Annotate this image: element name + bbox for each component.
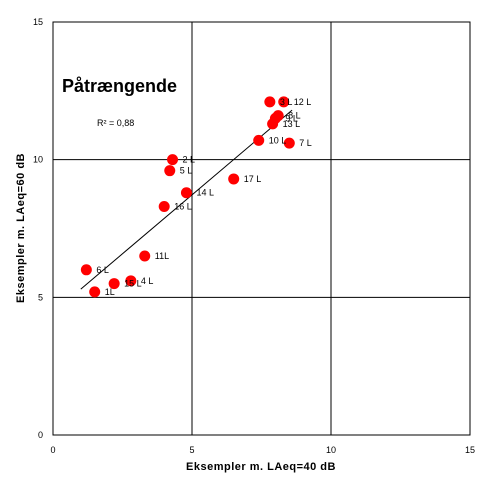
- data-point: [125, 275, 137, 287]
- y-tick-label: 5: [38, 292, 43, 302]
- data-point: [139, 250, 151, 262]
- y-tick-label: 0: [38, 430, 43, 440]
- data-points: [80, 96, 295, 298]
- x-tick-label: 5: [189, 445, 194, 455]
- y-axis-title: Eksempler m. LAeq=60 dB: [15, 153, 27, 303]
- point-label: 6 L: [96, 265, 109, 275]
- data-point: [264, 96, 276, 108]
- chart-title: Påtrængende: [62, 76, 177, 96]
- point-label: 12 L: [294, 97, 312, 107]
- data-point: [167, 154, 179, 166]
- point-label: 2 L: [183, 155, 196, 165]
- plot-area: [52, 21, 471, 436]
- data-point: [80, 264, 92, 276]
- data-point: [228, 173, 240, 185]
- point-label: 8 L: [288, 111, 301, 121]
- data-point: [108, 278, 120, 290]
- point-label: 16 L: [174, 201, 192, 211]
- point-label: 4 L: [141, 276, 154, 286]
- y-tick-label: 10: [33, 155, 43, 165]
- point-label: 11L: [155, 251, 169, 261]
- point-label: 14 L: [196, 188, 214, 198]
- x-tick-label: 15: [465, 445, 475, 455]
- data-point: [158, 200, 170, 212]
- data-point: [278, 96, 290, 108]
- point-label: 7 L: [299, 138, 312, 148]
- point-label: 5 L: [180, 166, 193, 176]
- data-point: [89, 286, 101, 298]
- data-point: [180, 187, 192, 199]
- point-label: 15 L: [124, 279, 142, 289]
- data-point: [164, 165, 176, 177]
- data-point: [272, 110, 284, 122]
- point-label: 10 L: [269, 135, 287, 145]
- point-label: 13 L: [283, 119, 301, 129]
- point-label: 1L: [105, 287, 115, 297]
- x-axis-title: Eksempler m. LAeq=40 dB: [186, 461, 336, 473]
- y-tick-label: 15: [33, 17, 43, 27]
- point-label: 9 L: [285, 113, 298, 123]
- data-point: [253, 134, 265, 146]
- gridlines: [53, 22, 470, 435]
- data-point: [283, 137, 295, 149]
- x-tick-label: 10: [326, 445, 336, 455]
- tick-labels: 0 5 10 15 0 5 10 15: [33, 17, 475, 455]
- x-tick-label: 0: [50, 445, 55, 455]
- point-label: 17 L: [244, 174, 262, 184]
- r-squared-annotation: R² = 0,88: [97, 118, 134, 128]
- point-label: 3 L: [280, 97, 293, 107]
